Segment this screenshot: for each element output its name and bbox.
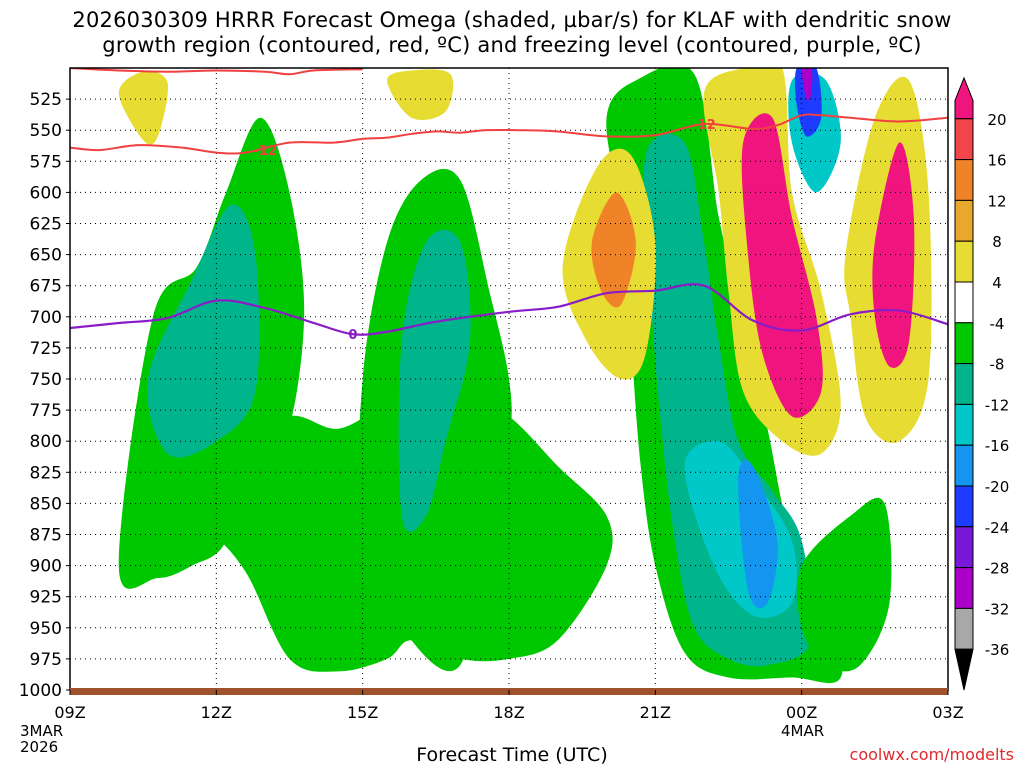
y-tick-label-600: 600 [30,183,62,203]
y-tick-label-950: 950 [30,619,62,639]
y-tick-label-725: 725 [30,339,62,359]
y-tick-label-650: 650 [30,246,62,266]
y-tick-label-875: 875 [30,526,62,546]
dgz-contour-line [70,113,948,155]
omega-region-10 [794,68,822,137]
y-tick-label-625: 625 [30,215,62,235]
colorbar-band-7 [954,363,974,405]
omega-region-3 [147,204,260,458]
colorbar-label-8: 8 [992,233,1002,251]
x-tick-label-03Z: 03Z [932,703,963,722]
y-tick-label-750: 750 [30,370,62,390]
chart-title-line2: growth region (contoured, red, ºC) and f… [102,33,922,57]
y-tick-label-700: 700 [30,308,62,328]
start-date-year: 2026 [20,738,59,756]
omega-region-4 [398,229,471,532]
omega-shading [118,68,932,684]
colorbar-label--4: -4 [990,315,1005,333]
colorbar-band-2 [954,159,974,201]
colorbar-label-16: 16 [987,152,1006,170]
mid-date-label: 4MAR [781,722,825,740]
colorbar-label--8: -8 [990,356,1005,374]
x-tick-label-00Z: 00Z [786,703,817,722]
grid [70,68,948,690]
colorbar-band-bottom [954,648,974,691]
omega-region-8 [738,459,778,609]
freezing-level-line [70,283,948,336]
x-tick-label-12Z: 12Z [201,703,232,722]
colorbar-label-20: 20 [987,111,1006,129]
colorbar-band-1 [954,118,974,161]
colorbar-band-8 [954,403,974,446]
colorbar-label--32: -32 [985,600,1010,618]
credit-link[interactable]: coolwx.com/modelts [849,745,1014,764]
colorbar-label-12: 12 [987,192,1006,210]
y-tick-label-800: 800 [30,432,62,452]
colorbar-band-4 [954,240,974,283]
colorbar-label--36: -36 [985,641,1010,659]
y-tick-label-525: 525 [30,90,62,110]
colorbar-label--20: -20 [985,478,1010,496]
colorbar-label--24: -24 [985,519,1010,537]
colorbar-label-4: 4 [992,274,1002,292]
colorbar-band-13 [954,607,974,650]
colorbar-band-11 [954,526,974,569]
colorbar-band-6 [954,322,974,365]
colorbar-label--16: -16 [985,437,1010,455]
colorbar-label--28: -28 [985,560,1010,578]
omega-region-19 [387,69,454,121]
dgz-contour-label-2: -12 [692,118,716,133]
x-tick-label-21Z: 21Z [640,703,671,722]
omega-region-20 [796,497,892,672]
dgz-contour-top [70,68,363,76]
omega-region-13 [591,192,636,308]
omega-region-18 [118,71,169,145]
x-axis-title: Forecast Time (UTC) [416,744,608,766]
y-tick-label-1000: 1000 [19,681,62,701]
x-tick-label-15Z: 15Z [347,703,378,722]
y-tick-label-575: 575 [30,152,62,172]
y-tick-label-550: 550 [30,121,62,141]
colorbar-band-5 [954,281,974,324]
omega-region-15 [741,113,823,418]
y-tick-label-675: 675 [30,277,62,297]
colorbar-label--12: -12 [985,396,1010,414]
y-tick-label-850: 850 [30,494,62,514]
colorbar-band-12 [954,567,974,609]
y-tick-label-925: 925 [30,588,62,608]
colorbar-legend: 20 16 12 8 4 -4 -8 -12 -16 -20 -24 -28 -32 -36 [954,76,1010,691]
omega-region-11 [801,68,813,101]
chart-title-line1: 2026030309 HRRR Forecast Omega (shaded, … [72,8,952,32]
y-tick-label-775: 775 [30,401,62,421]
start-date-month: 3MAR [20,722,64,740]
freezing-level-label: 0 [348,328,357,343]
y-tick-label-900: 900 [30,557,62,577]
y-tick-label-975: 975 [30,650,62,670]
y-axis: 525 550 575 600 625 650 675 700 725 750 775 800 825 8… [19,90,70,701]
colorbar-band-9 [954,444,974,487]
colorbar-band-top [954,76,974,120]
y-tick-label-825: 825 [30,463,62,483]
colorbar-band-3 [954,199,974,242]
x-tick-label-18Z: 18Z [493,703,524,722]
x-tick-label-09Z: 09Z [54,703,85,722]
contours: -12 -12 0 [70,68,948,343]
x-axis: 09Z 12Z 15Z 18Z 21Z 00Z 03Z [54,690,964,722]
colorbar-band-10 [954,485,974,528]
dgz-contour-label-1: -12 [253,144,277,159]
